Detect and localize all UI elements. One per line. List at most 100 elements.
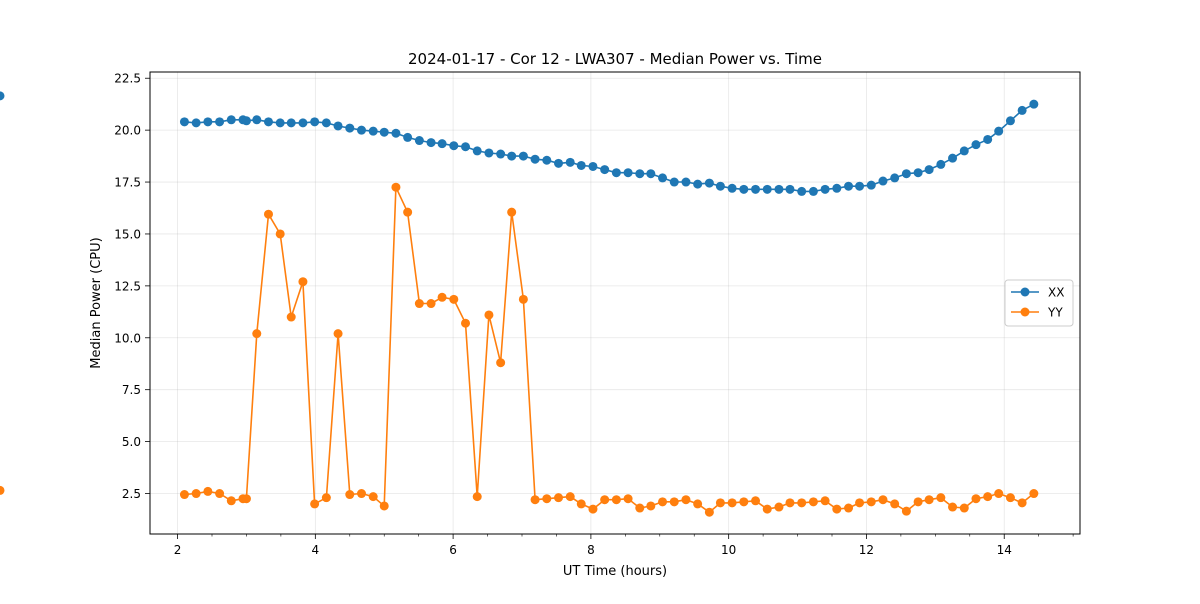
x-tick-label: 6	[449, 543, 457, 557]
y-tick-label: 12.5	[114, 279, 141, 293]
data-point-xx	[518, 151, 528, 161]
data-point-xx	[437, 139, 447, 149]
data-point-xx	[623, 168, 633, 178]
data-point-yy	[554, 493, 564, 503]
x-tick-label: 2	[174, 543, 182, 557]
data-point-yy	[878, 495, 888, 505]
data-point-xx	[368, 126, 378, 136]
data-point-yy	[704, 507, 714, 517]
data-point-yy	[797, 498, 807, 508]
data-point-yy	[693, 499, 703, 509]
data-point-xx	[321, 118, 331, 128]
data-point-yy	[808, 497, 818, 507]
data-point-xx	[704, 178, 714, 188]
data-point-xx	[191, 118, 201, 128]
data-point-yy	[762, 504, 772, 514]
data-point-yy	[1029, 489, 1039, 499]
data-point-yy	[298, 277, 308, 287]
data-point-xx	[948, 153, 958, 163]
series-line-xx	[184, 103, 1035, 193]
data-point-yy	[565, 492, 575, 502]
data-point-xx	[715, 181, 725, 191]
data-point-yy	[215, 489, 225, 499]
data-point-xx	[669, 177, 679, 187]
data-point-xx	[844, 181, 854, 191]
data-point-xx	[345, 123, 355, 133]
data-point-yy	[241, 494, 251, 504]
legend: XX YY	[1004, 279, 1074, 327]
y-tick-label: 17.5	[114, 176, 141, 190]
data-point-xx	[971, 140, 981, 150]
data-point-xx	[461, 142, 471, 152]
grid-lines	[150, 72, 1080, 534]
data-point-xx	[298, 118, 308, 128]
data-point-yy	[890, 499, 900, 509]
y-tick-label: 15.0	[114, 227, 141, 241]
data-point-xx	[379, 127, 389, 137]
data-point-xx	[808, 186, 818, 196]
y-tick-label: 7.5	[122, 383, 141, 397]
data-point-xx	[1005, 116, 1015, 126]
data-point-yy	[576, 499, 586, 509]
data-point-yy	[449, 294, 459, 304]
data-point-yy	[437, 292, 447, 302]
data-point-xx	[226, 115, 236, 125]
data-point-yy	[356, 489, 366, 499]
data-point-yy	[600, 495, 610, 505]
data-point-xx	[449, 141, 459, 151]
data-point-yy	[588, 504, 598, 514]
data-point-xx	[426, 138, 436, 148]
y-tick-label: 22.5	[114, 72, 141, 86]
data-point-yy	[333, 329, 343, 339]
data-point-yy	[739, 497, 749, 507]
data-point-xx	[646, 169, 656, 179]
data-point-xx	[530, 154, 540, 164]
legend-marker-yy	[1020, 307, 1030, 317]
data-point-xx	[565, 157, 575, 167]
chart-title: 2024-01-17 - Cor 12 - LWA307 - Median Po…	[408, 50, 822, 68]
data-point-yy	[1017, 498, 1027, 508]
plot-frame	[149, 71, 1081, 535]
data-point-yy	[901, 506, 911, 516]
data-point-xx	[878, 176, 888, 186]
data-point-yy	[971, 494, 981, 504]
data-point-xx	[1017, 105, 1027, 115]
data-point-yy	[924, 495, 934, 505]
x-axis-label: UT Time (hours)	[563, 564, 667, 579]
data-point-xx	[611, 168, 621, 178]
data-point-yy	[275, 229, 285, 239]
data-point-xx	[203, 117, 213, 127]
data-point-yy	[518, 294, 528, 304]
data-point-xx	[600, 165, 610, 175]
data-point-xx	[403, 132, 413, 142]
data-point-yy	[727, 498, 737, 508]
data-point-yy	[820, 496, 830, 506]
data-point-yy	[403, 207, 413, 217]
data-point-xx	[785, 184, 795, 194]
data-point-xx	[913, 168, 923, 178]
data-point-xx	[576, 160, 586, 170]
data-point-yy	[496, 358, 506, 368]
data-point-yy	[226, 496, 236, 506]
legend-label-yy: YY	[1047, 306, 1063, 320]
data-point-yy	[855, 498, 865, 508]
data-point-xx	[866, 180, 876, 190]
data-point-xx	[275, 118, 285, 128]
data-point-yy	[426, 299, 436, 309]
data-point-xx	[252, 115, 262, 125]
data-point-yy	[646, 501, 656, 511]
data-point-yy	[658, 497, 668, 507]
data-point-yy	[715, 498, 725, 508]
data-point-yy	[391, 182, 401, 192]
data-point-yy	[832, 504, 842, 514]
data-point-yy	[0, 485, 5, 495]
data-point-yy	[368, 492, 378, 502]
data-point-yy	[286, 312, 296, 322]
data-point-yy	[994, 489, 1004, 499]
data-point-xx	[310, 117, 320, 127]
data-point-yy	[179, 490, 189, 500]
data-point-yy	[936, 493, 946, 503]
data-point-yy	[635, 503, 645, 513]
data-point-xx	[472, 146, 482, 156]
